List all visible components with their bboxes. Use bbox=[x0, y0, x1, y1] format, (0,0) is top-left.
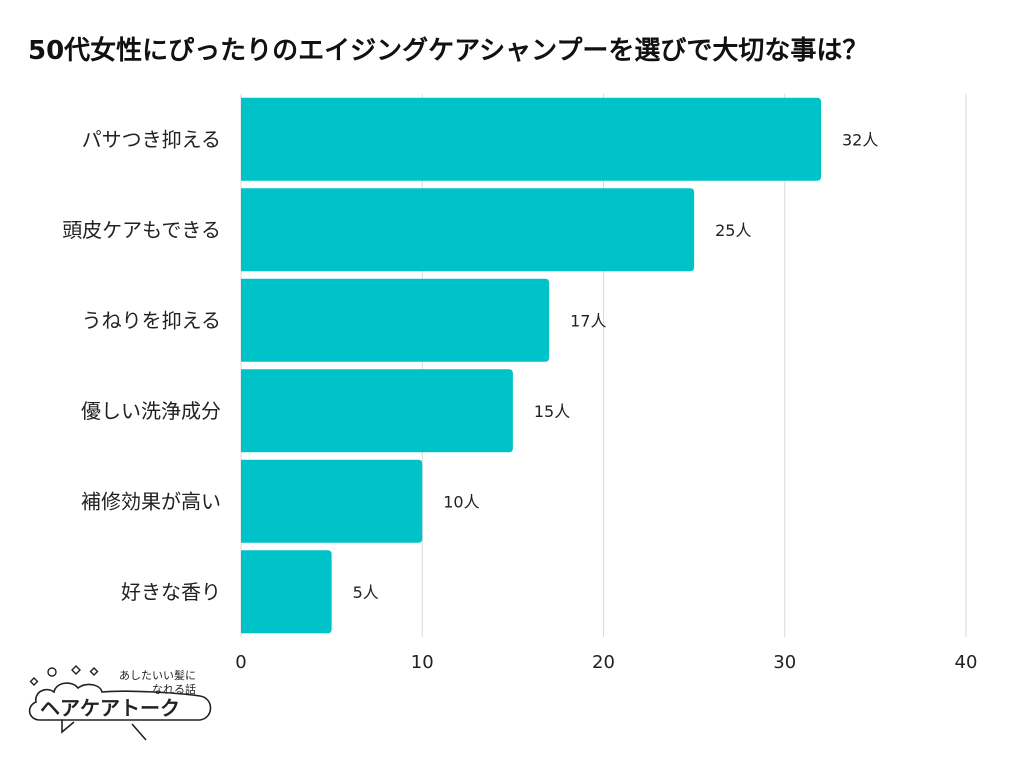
data-label: 15人 bbox=[534, 402, 570, 421]
bar bbox=[241, 278, 550, 362]
logo-tagline-line2: なれる話 bbox=[152, 683, 196, 696]
x-tick-label: 10 bbox=[411, 652, 434, 673]
bar bbox=[241, 188, 695, 272]
bar bbox=[241, 369, 513, 453]
data-label: 10人 bbox=[443, 492, 479, 511]
category-label: 頭皮ケアもできる bbox=[62, 218, 221, 242]
x-tick-label: 0 bbox=[235, 652, 246, 673]
x-tick-label: 20 bbox=[592, 652, 615, 673]
logo-name: ヘアケアトーク bbox=[40, 696, 180, 720]
data-label: 25人 bbox=[715, 221, 751, 240]
logo-tagline-line1: あしたいい髪に bbox=[119, 669, 196, 682]
data-label: 32人 bbox=[842, 130, 878, 149]
bar bbox=[241, 97, 821, 181]
category-label: 補修効果が高い bbox=[81, 489, 221, 513]
x-tick-label: 30 bbox=[773, 652, 796, 673]
category-label: 好きな香り bbox=[121, 580, 221, 604]
logo-tagline: あしたいい髪に なれる話 bbox=[112, 669, 196, 697]
data-label: 17人 bbox=[570, 311, 606, 330]
bar bbox=[241, 459, 423, 543]
category-label: うねりを抑える bbox=[82, 308, 221, 332]
bar bbox=[241, 550, 332, 634]
x-tick-label: 40 bbox=[955, 652, 978, 673]
category-label: 優しい洗浄成分 bbox=[81, 399, 221, 423]
logo-icon bbox=[28, 665, 212, 741]
chart-title: 50代女性にぴったりのエイジングケアシャンプーを選びで大切な事は？ bbox=[28, 36, 869, 66]
data-label: 5人 bbox=[353, 583, 379, 602]
category-label: パサつき抑える bbox=[82, 127, 221, 151]
